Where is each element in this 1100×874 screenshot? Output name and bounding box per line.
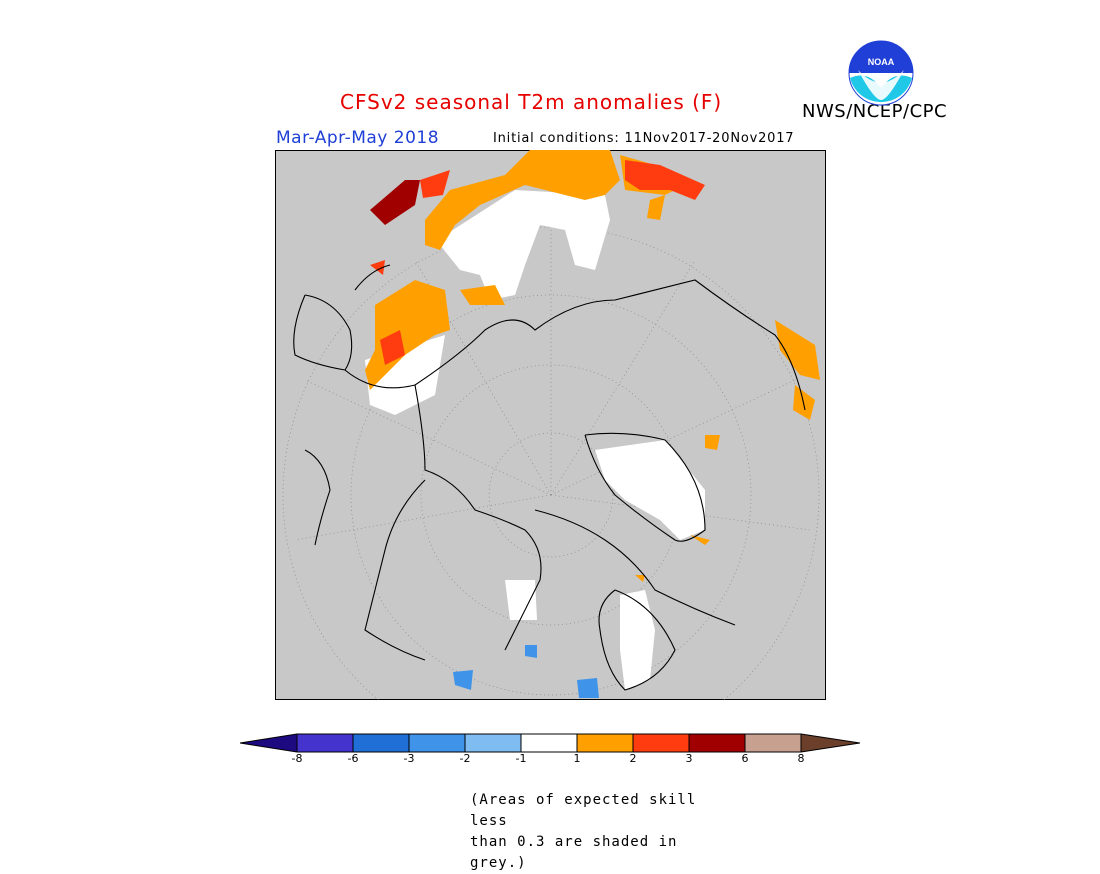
legend-tick: -8 xyxy=(291,752,303,765)
legend-tick: 8 xyxy=(797,752,805,765)
forecast-period: Mar-Apr-May 2018 xyxy=(276,128,440,148)
coastlines xyxy=(293,264,806,691)
near-normal-areas xyxy=(365,190,705,690)
agency-label: NWS/NCEP/CPC xyxy=(802,101,948,122)
map-title: CFSv2 seasonal T2m anomalies (F) xyxy=(340,90,723,114)
legend-bin-1-2 xyxy=(577,734,633,752)
legend-bin-lt-neg8 xyxy=(240,734,297,752)
legend-tick: 6 xyxy=(741,752,749,765)
legend-tick: 3 xyxy=(685,752,693,765)
skill-note-line: than 0.3 are shaded in grey.) xyxy=(470,834,678,871)
polar-map xyxy=(275,150,826,700)
skill-note: (Areas of expected skill less than 0.3 a… xyxy=(470,790,730,874)
legend-bin-neg6-neg3 xyxy=(353,734,409,752)
initial-conditions: Initial conditions: 11Nov2017-20Nov2017 xyxy=(493,131,795,146)
legend-bin-gt-8 xyxy=(801,734,860,752)
legend-ticks: -8 -6 -3 -2 -1 1 2 3 6 8 xyxy=(240,752,860,768)
map-background xyxy=(275,150,826,700)
legend-bin-6-8 xyxy=(745,734,801,752)
legend-colorbar xyxy=(240,733,860,753)
legend-bin-neg1-1 xyxy=(521,734,577,752)
legend-tick: 2 xyxy=(629,752,637,765)
noaa-logo-text: NOAA xyxy=(868,57,895,67)
legend-tick: -2 xyxy=(459,752,471,765)
legend-tick: -6 xyxy=(347,752,359,765)
legend-tick: -1 xyxy=(515,752,527,765)
anomaly-neg-areas xyxy=(453,645,599,698)
legend-bin-neg8-neg6 xyxy=(297,734,353,752)
noaa-logo-icon: NOAA xyxy=(848,40,914,106)
skill-note-line: (Areas of expected skill less xyxy=(470,792,697,829)
anomaly-2-3-areas xyxy=(370,160,705,365)
legend-tick: 1 xyxy=(573,752,581,765)
legend-bin-neg2-neg1 xyxy=(465,734,521,752)
legend-bin-2-3 xyxy=(633,734,689,752)
anomaly-3-6-areas xyxy=(370,180,420,225)
legend-bin-3-6 xyxy=(689,734,745,752)
legend-bin-neg3-neg2 xyxy=(409,734,465,752)
legend-tick: -3 xyxy=(403,752,415,765)
